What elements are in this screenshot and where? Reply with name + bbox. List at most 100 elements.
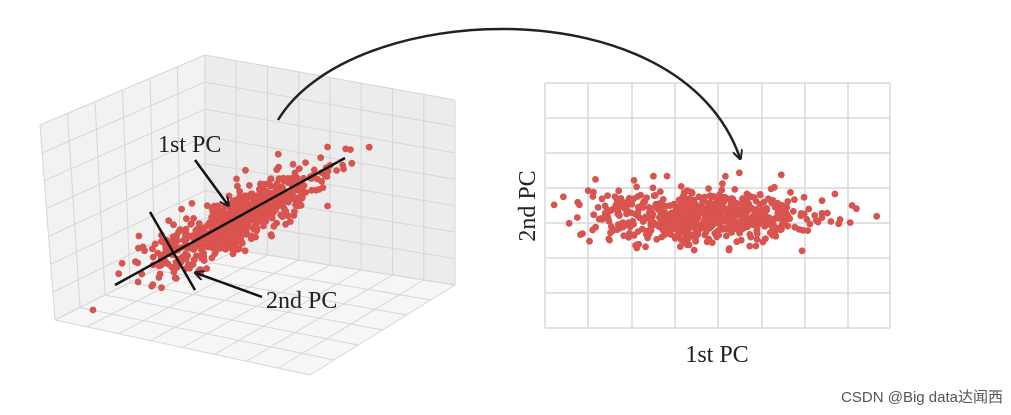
point xyxy=(592,176,599,183)
point xyxy=(768,231,776,239)
point xyxy=(253,227,260,235)
point xyxy=(219,234,227,242)
point xyxy=(149,281,157,288)
point xyxy=(633,183,640,191)
point xyxy=(811,212,818,219)
point xyxy=(799,226,807,234)
grid-line xyxy=(39,124,56,321)
watermark: CSDN @Big data达闻西 xyxy=(841,389,1003,406)
point xyxy=(291,186,299,194)
point xyxy=(620,232,628,240)
point xyxy=(659,196,667,203)
point xyxy=(324,202,331,210)
point xyxy=(310,166,318,174)
point xyxy=(701,215,709,222)
point xyxy=(789,207,797,215)
point xyxy=(650,172,657,180)
point xyxy=(236,202,243,210)
point xyxy=(736,169,743,177)
point xyxy=(657,202,665,210)
point xyxy=(290,212,298,219)
point xyxy=(215,208,223,216)
point xyxy=(620,199,628,207)
point xyxy=(784,222,792,230)
point xyxy=(714,227,722,235)
point xyxy=(183,215,190,223)
point xyxy=(768,217,775,225)
point xyxy=(756,191,764,198)
point xyxy=(179,253,187,260)
point xyxy=(708,239,716,247)
point xyxy=(688,189,696,197)
point xyxy=(771,183,778,191)
point xyxy=(257,217,265,224)
point xyxy=(846,219,854,227)
point xyxy=(264,180,272,188)
grid-line xyxy=(67,113,81,308)
grid-line xyxy=(118,254,268,335)
2d-points xyxy=(550,169,881,255)
point xyxy=(199,244,207,252)
point xyxy=(711,214,718,222)
point xyxy=(182,225,190,233)
point xyxy=(656,188,664,196)
point xyxy=(706,221,714,229)
point xyxy=(612,204,620,212)
3d-points xyxy=(89,143,373,314)
point xyxy=(165,217,173,225)
point xyxy=(706,192,714,200)
y-axis-label: 2nd PC xyxy=(515,170,541,241)
point xyxy=(229,250,237,258)
point xyxy=(302,189,310,196)
point xyxy=(695,210,703,217)
point xyxy=(594,204,602,211)
point xyxy=(134,278,142,286)
point xyxy=(170,268,178,276)
point xyxy=(189,260,197,268)
floor xyxy=(55,245,455,375)
grid-line xyxy=(149,78,156,271)
point xyxy=(640,216,648,223)
point xyxy=(258,180,266,188)
point xyxy=(745,202,753,210)
point xyxy=(848,202,856,209)
point xyxy=(756,208,763,215)
first-pc-axis xyxy=(114,156,346,287)
point xyxy=(695,221,703,229)
point xyxy=(695,193,703,201)
grid-line xyxy=(177,66,181,258)
point xyxy=(251,222,259,229)
point xyxy=(831,190,839,198)
point xyxy=(151,240,159,248)
point xyxy=(787,188,794,196)
point xyxy=(604,192,611,200)
point xyxy=(234,182,241,190)
point xyxy=(163,246,171,254)
point xyxy=(550,201,558,209)
point xyxy=(233,175,240,183)
point xyxy=(188,220,195,228)
point xyxy=(607,229,614,237)
point xyxy=(236,217,243,225)
point xyxy=(170,221,177,229)
point xyxy=(784,198,792,205)
point xyxy=(89,306,97,314)
grid-line xyxy=(204,54,456,101)
point xyxy=(752,242,760,250)
point xyxy=(797,210,805,217)
point xyxy=(624,207,631,215)
point xyxy=(675,230,683,238)
point xyxy=(702,205,710,212)
point xyxy=(227,244,235,252)
grid-line xyxy=(204,108,456,154)
point xyxy=(667,222,675,230)
transform-arrow xyxy=(276,27,740,158)
point xyxy=(277,211,284,219)
point xyxy=(579,230,586,238)
point xyxy=(241,247,249,255)
grid-line xyxy=(41,81,206,154)
point xyxy=(728,195,736,202)
point xyxy=(694,231,702,238)
point xyxy=(633,241,641,248)
point xyxy=(804,227,812,235)
